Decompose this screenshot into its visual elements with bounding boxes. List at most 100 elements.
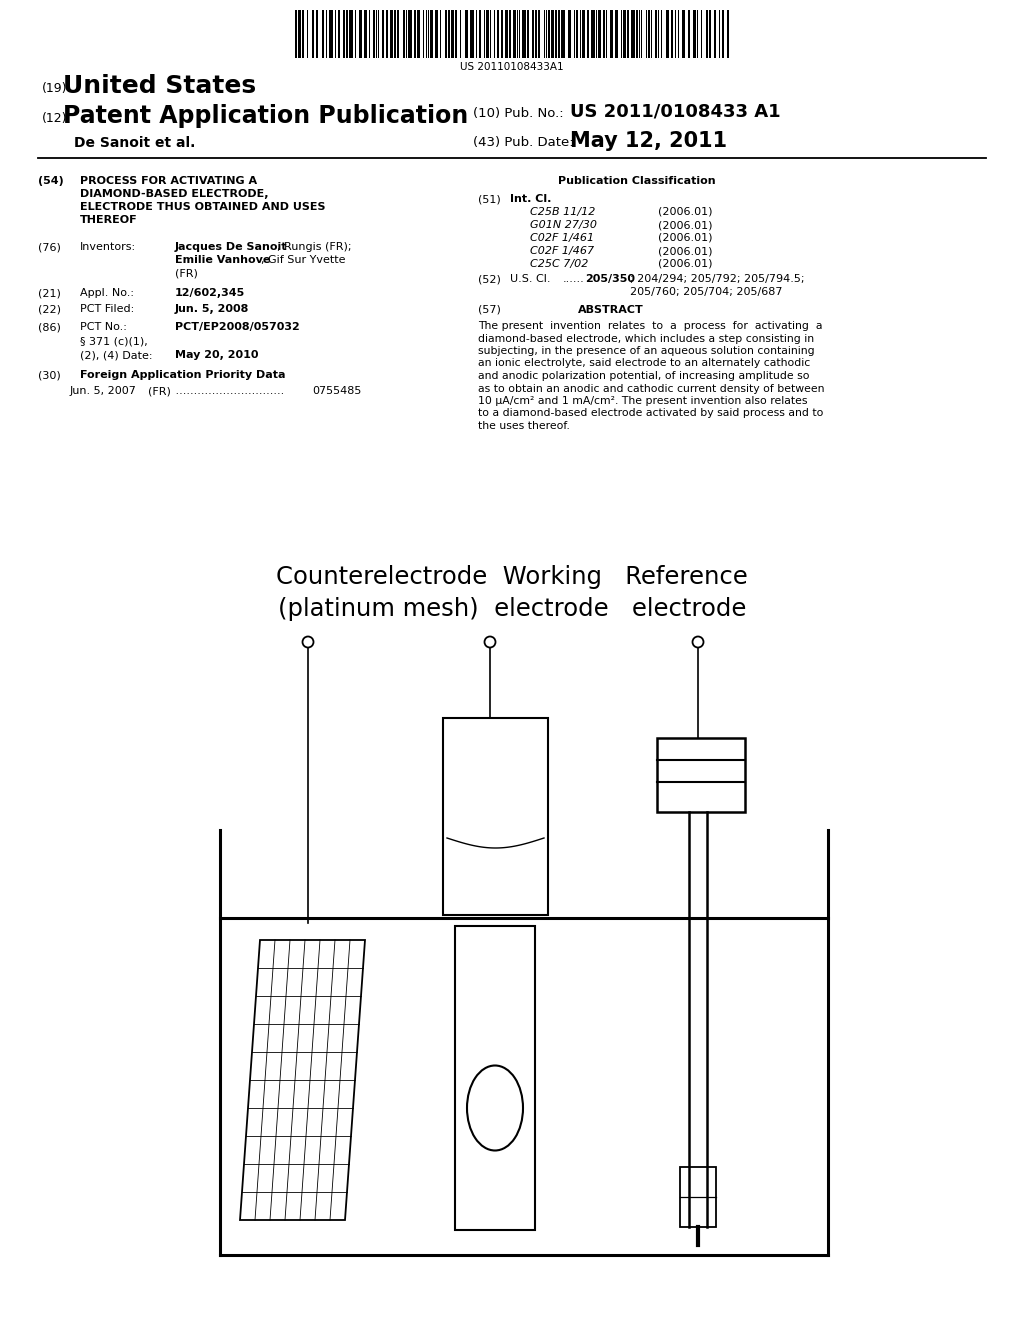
Bar: [409, 11, 412, 58]
Text: 10 μA/cm² and 1 mA/cm². The present invention also relates: 10 μA/cm² and 1 mA/cm². The present inve…: [478, 396, 808, 407]
Bar: [591, 11, 595, 58]
Bar: [414, 11, 416, 58]
Text: The present  invention  relates  to  a  process  for  activating  a: The present invention relates to a proce…: [478, 321, 822, 331]
Text: PCT/EP2008/057032: PCT/EP2008/057032: [175, 322, 300, 333]
Text: Patent Application Publication: Patent Application Publication: [63, 104, 468, 128]
Bar: [657, 738, 745, 812]
Bar: [470, 11, 474, 58]
Bar: [483, 11, 484, 58]
Bar: [581, 11, 582, 58]
Bar: [338, 11, 341, 58]
Bar: [298, 11, 301, 58]
Text: (10) Pub. No.:: (10) Pub. No.:: [473, 107, 563, 120]
Bar: [719, 11, 720, 58]
Bar: [527, 11, 529, 58]
Bar: [449, 11, 451, 58]
Bar: [535, 11, 537, 58]
Text: United States: United States: [63, 74, 256, 98]
Bar: [706, 11, 708, 58]
Text: (19): (19): [42, 82, 68, 95]
Bar: [359, 11, 361, 58]
Text: subjecting, in the presence of an aqueous solution containing: subjecting, in the presence of an aqueou…: [478, 346, 815, 356]
Text: May 12, 2011: May 12, 2011: [570, 131, 727, 150]
Bar: [443, 718, 548, 915]
Bar: [402, 11, 404, 58]
Bar: [575, 11, 578, 58]
Bar: [295, 11, 297, 58]
Text: Inventors:: Inventors:: [80, 242, 136, 252]
Text: (86): (86): [38, 322, 60, 333]
Bar: [452, 11, 454, 58]
Bar: [376, 11, 377, 58]
Text: the uses thereof.: the uses thereof.: [478, 421, 570, 432]
Bar: [461, 11, 462, 58]
Text: (21): (21): [38, 288, 60, 298]
Bar: [561, 11, 564, 58]
Bar: [587, 11, 589, 58]
Text: THEREOF: THEREOF: [80, 215, 137, 224]
Bar: [382, 11, 384, 58]
Bar: [596, 11, 597, 58]
Bar: [709, 11, 711, 58]
Bar: [455, 927, 535, 1230]
Bar: [519, 11, 520, 58]
Bar: [627, 11, 629, 58]
Bar: [455, 11, 457, 58]
Bar: [722, 11, 724, 58]
Bar: [583, 11, 585, 58]
Bar: [606, 11, 607, 58]
Bar: [622, 11, 623, 58]
Bar: [378, 11, 379, 58]
Bar: [346, 11, 348, 58]
Bar: [675, 11, 676, 58]
Bar: [444, 11, 447, 58]
Text: G01N 27/30: G01N 27/30: [530, 220, 597, 230]
Text: ABSTRACT: ABSTRACT: [578, 305, 644, 315]
Bar: [330, 11, 333, 58]
Bar: [517, 11, 518, 58]
Bar: [322, 11, 324, 58]
Bar: [426, 11, 427, 58]
Bar: [490, 11, 492, 58]
Text: Int. Cl.: Int. Cl.: [510, 194, 551, 205]
Text: (platinum mesh)  electrode   electrode: (platinum mesh) electrode electrode: [278, 597, 746, 620]
Text: (43) Pub. Date:: (43) Pub. Date:: [473, 136, 573, 149]
Text: Jun. 5, 2007: Jun. 5, 2007: [70, 385, 137, 396]
Text: PCT No.:: PCT No.:: [80, 322, 127, 333]
Bar: [639, 11, 640, 58]
Text: ; 204/294; 205/792; 205/794.5;: ; 204/294; 205/792; 205/794.5;: [630, 275, 805, 284]
Text: diamond-based electrode, which includes a step consisting in: diamond-based electrode, which includes …: [478, 334, 814, 343]
Text: U.S. Cl.: U.S. Cl.: [510, 275, 551, 284]
Bar: [512, 11, 516, 58]
Bar: [646, 11, 647, 58]
Text: (54): (54): [38, 176, 63, 186]
Bar: [522, 11, 525, 58]
Bar: [641, 11, 642, 58]
Bar: [688, 11, 690, 58]
Text: 12/602,345: 12/602,345: [175, 288, 246, 298]
Bar: [651, 11, 652, 58]
Text: 205/350: 205/350: [585, 275, 635, 284]
Bar: [603, 11, 604, 58]
Text: and anodic polarization potential, of increasing amplitude so: and anodic polarization potential, of in…: [478, 371, 810, 381]
Bar: [307, 11, 308, 58]
Text: C02F 1/461: C02F 1/461: [530, 234, 594, 243]
Bar: [662, 11, 663, 58]
Text: (52): (52): [478, 275, 501, 284]
Text: Jun. 5, 2008: Jun. 5, 2008: [175, 304, 250, 314]
Bar: [423, 11, 424, 58]
Text: , Gif Sur Yvette: , Gif Sur Yvette: [261, 255, 345, 265]
Bar: [682, 11, 684, 58]
Text: an ionic electrolyte, said electrode to an alternately cathodic: an ionic electrolyte, said electrode to …: [478, 359, 810, 368]
Bar: [715, 11, 716, 58]
Text: PROCESS FOR ACTIVATING A: PROCESS FOR ACTIVATING A: [80, 176, 257, 186]
Text: as to obtain an anodic and cathodic current density of between: as to obtain an anodic and cathodic curr…: [478, 384, 824, 393]
Bar: [544, 11, 545, 58]
Text: (12): (12): [42, 112, 68, 125]
Bar: [666, 11, 669, 58]
Text: May 20, 2010: May 20, 2010: [175, 350, 258, 360]
Text: C25C 7/02: C25C 7/02: [530, 259, 589, 269]
Bar: [440, 11, 441, 58]
Text: Publication Classification: Publication Classification: [558, 176, 716, 186]
Text: (76): (76): [38, 242, 60, 252]
